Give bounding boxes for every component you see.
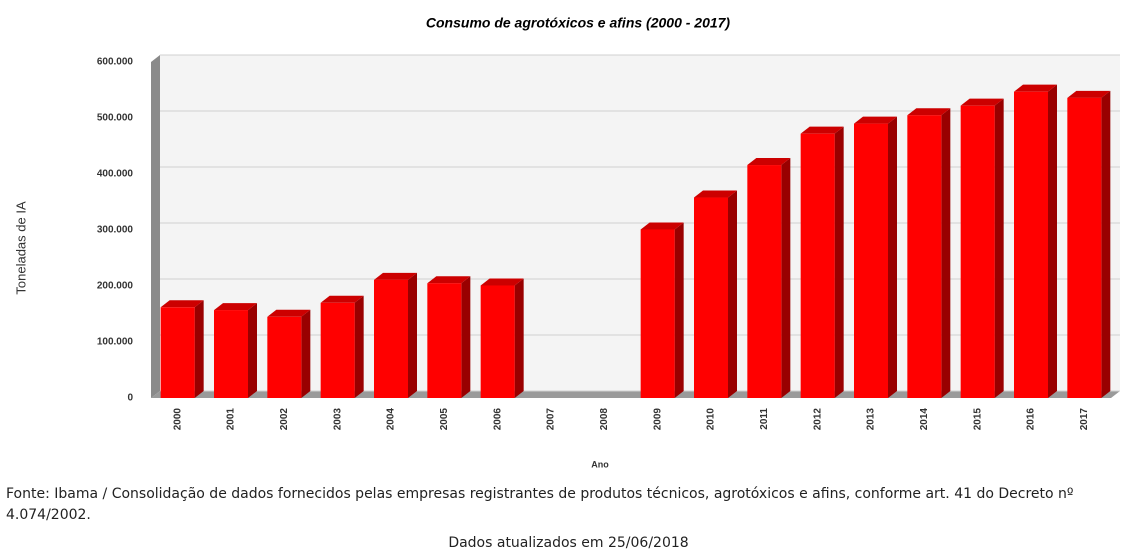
- bar-side: [994, 98, 1004, 399]
- x-tick-label: 2016: [1026, 408, 1037, 431]
- bar: [960, 105, 995, 399]
- x-tick-label: 2001: [226, 408, 237, 431]
- x-tick-label: 2012: [812, 408, 823, 431]
- x-tick-label: 2008: [599, 408, 610, 431]
- y-axis-label: Toneladas de IA: [13, 201, 28, 295]
- bar: [800, 133, 835, 398]
- bar-side: [1101, 90, 1111, 398]
- bar-top: [1014, 84, 1057, 92]
- x-tick-label: 2003: [332, 408, 343, 431]
- bar-side: [461, 276, 471, 398]
- x-tick-label: 2006: [492, 408, 503, 431]
- bar-side: [248, 303, 257, 398]
- x-tick-label: 2004: [386, 408, 397, 431]
- bar-top: [267, 309, 311, 317]
- update-note: Dados atualizados em 25/06/2018: [448, 535, 689, 551]
- y-tick-label: 100.000: [97, 337, 134, 348]
- bar-top: [320, 295, 364, 303]
- bar: [214, 310, 248, 398]
- bar: [374, 279, 408, 398]
- bar: [854, 123, 888, 398]
- bar-side: [194, 300, 204, 398]
- bar-side: [781, 158, 791, 398]
- bar-side: [408, 272, 417, 398]
- bar-top: [374, 272, 417, 280]
- bar-side: [674, 222, 684, 398]
- y-tick-label: 300.000: [97, 225, 134, 236]
- x-tick-label: 2011: [759, 408, 770, 430]
- bar: [747, 165, 782, 398]
- bar-side: [728, 190, 737, 398]
- bar-top: [214, 303, 257, 311]
- bar: [267, 316, 302, 398]
- bar-side: [354, 295, 364, 398]
- bar: [427, 283, 462, 398]
- bar-top: [427, 276, 471, 284]
- y-tick-label: 500.000: [97, 113, 134, 124]
- bar-side: [834, 126, 844, 399]
- bar: [694, 197, 728, 398]
- bar-top: [800, 126, 844, 134]
- y-tick-label: 400.000: [97, 169, 134, 180]
- y-tick-label: 600.000: [97, 57, 134, 68]
- x-tick-label: 2015: [972, 408, 983, 431]
- x-tick-label: 2005: [439, 408, 450, 431]
- chart: Consumo de agrotóxicos e afins (2000 - 2…: [13, 15, 1120, 469]
- bar: [640, 229, 675, 398]
- left-wall: [151, 55, 160, 398]
- x-tick-label: 2002: [279, 408, 290, 431]
- y-tick-label: 0: [127, 393, 133, 404]
- chart-title: Consumo de agrotóxicos e afins (2000 - 2…: [426, 15, 731, 31]
- y-tick-label: 200.000: [97, 281, 134, 292]
- bar: [480, 285, 515, 398]
- bar-top: [907, 108, 951, 116]
- bar-side: [941, 108, 951, 398]
- x-axis-label: Ano: [591, 459, 609, 469]
- bar: [1067, 97, 1102, 398]
- bar: [907, 115, 942, 398]
- bar-top: [640, 222, 684, 230]
- bar-top: [960, 98, 1004, 106]
- bar: [160, 307, 195, 398]
- bar-top: [854, 116, 897, 124]
- source-note: Fonte: Ibama / Consolidação de dados for…: [6, 486, 1074, 523]
- bar-top: [1067, 90, 1111, 98]
- x-tick-label: 2000: [172, 408, 183, 431]
- bar: [320, 302, 355, 398]
- bar-side: [1048, 84, 1057, 399]
- bar-side: [888, 116, 897, 398]
- bar-side: [514, 278, 524, 398]
- bar-top: [747, 158, 791, 166]
- bar-top: [694, 190, 737, 198]
- x-tick-label: 2010: [706, 408, 717, 431]
- x-tick-label: 2009: [652, 408, 663, 431]
- x-tick-label: 2014: [919, 408, 930, 431]
- x-tick-label: 2017: [1079, 408, 1090, 431]
- x-tick-label: 2007: [546, 408, 557, 431]
- bar: [1014, 91, 1048, 399]
- bar-side: [301, 309, 311, 398]
- x-tick-label: 2013: [866, 408, 877, 431]
- bar-top: [480, 278, 524, 286]
- bar-top: [160, 300, 204, 308]
